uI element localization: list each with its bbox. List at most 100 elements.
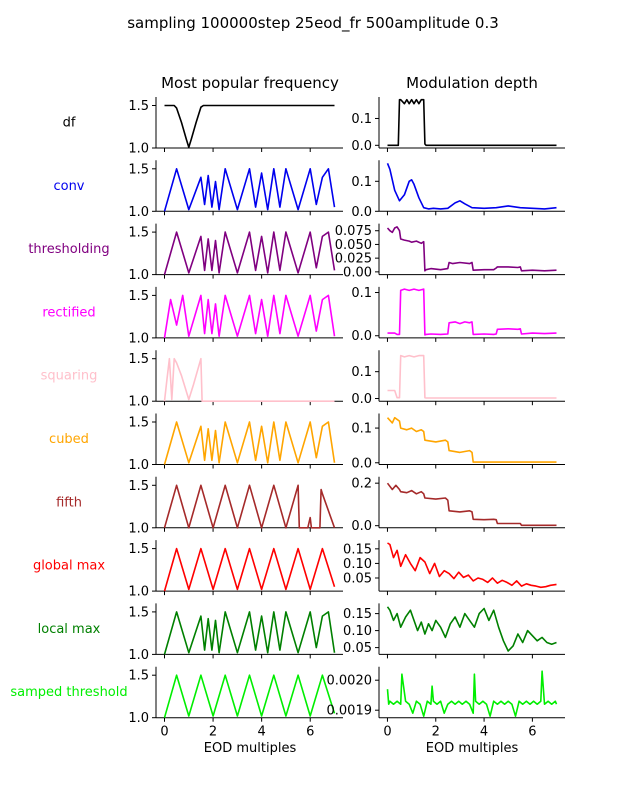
left-series-line [163, 231, 336, 275]
right-x-tick-label: 6 [528, 725, 536, 740]
right-series-line [387, 98, 557, 147]
left-panel: 1.0 1.5 [128, 350, 343, 410]
left-y-tick-label: 1.0 [128, 205, 149, 220]
left-y-tick-label: 1.0 [128, 142, 149, 157]
right-panel: 0.0 0.1 [351, 160, 565, 220]
left-y-tick-label: 1.5 [128, 416, 149, 431]
row-label: fifth [56, 495, 82, 510]
left-x-tick-label: 6 [306, 725, 314, 740]
figure-suptitle: sampling 100000step 25eod_fr 500amplitud… [127, 14, 499, 33]
right-x-axis-label: EOD multiples [426, 741, 519, 756]
left-series-line [163, 421, 336, 465]
left-panel: 1.0 1.5 [128, 286, 343, 346]
row-label: local max [38, 622, 101, 637]
left-x-tick-label: 0 [160, 725, 168, 740]
row-label: global max [33, 559, 105, 574]
left-panel: 1.0 1.5 [128, 223, 343, 283]
left-panel: 1.0 1.5 [128, 540, 343, 600]
right-y-tick-label: 0.075 [335, 224, 372, 239]
right-series-line [387, 288, 557, 336]
left-y-tick-label: 1.0 [128, 395, 149, 410]
right-x-tick-label: 0 [383, 725, 391, 740]
right-y-tick-label: 0.025 [335, 252, 372, 267]
left-series-line [163, 547, 336, 592]
left-y-tick-label: 1.0 [128, 458, 149, 473]
left-x-tick-label: 4 [258, 725, 266, 740]
right-y-tick-label: 0.0 [351, 205, 372, 220]
right-y-tick-label: 0.10 [343, 624, 372, 639]
right-panel: 0.0 0.2 [351, 477, 565, 534]
right-y-tick-label: 0.15 [343, 607, 372, 622]
row-label: samped threshold [10, 685, 127, 700]
row-label: thresholding [28, 242, 109, 257]
row-label: cubed [49, 432, 89, 447]
right-y-tick-label: 0.0019 [327, 704, 373, 719]
right-y-tick-label: 0.05 [343, 571, 372, 586]
row-label: conv [53, 179, 84, 194]
right-y-tick-label: 0.0 [351, 456, 372, 471]
right-series-line [386, 670, 558, 718]
left-series-line [163, 611, 336, 655]
left-y-tick-label: 1.5 [128, 669, 149, 684]
right-panel: 0.0 0.1 [351, 350, 565, 407]
right-panel: 0.0 0.1 [351, 413, 565, 471]
left-x-tick-label: 2 [209, 725, 217, 740]
right-y-tick-label: 0.050 [335, 238, 372, 253]
right-y-tick-label: 0.1 [351, 175, 372, 190]
left-y-tick-label: 1.0 [128, 268, 149, 283]
row-label: rectified [42, 305, 95, 320]
left-x-axis-label: EOD multiples [204, 741, 297, 756]
right-series-line [386, 482, 557, 527]
left-y-tick-label: 1.5 [128, 99, 149, 114]
right-panel: 0.050.100.15 [343, 540, 565, 596]
right-x-tick-label: 4 [480, 725, 488, 740]
left-series-line [163, 357, 335, 403]
right-panel: 0.0 0.1 [351, 97, 565, 154]
left-y-tick-label: 1.0 [128, 711, 149, 726]
left-y-tick-label: 1.5 [128, 542, 149, 557]
left-y-tick-label: 1.0 [128, 585, 149, 600]
right-y-tick-label: 0.0 [351, 139, 372, 154]
right-y-tick-label: 0.1 [351, 365, 372, 380]
right-y-tick-label: 0.1 [351, 422, 372, 437]
left-panel: 1.0 1.5 [128, 413, 343, 473]
row-label: df [63, 116, 76, 131]
left-y-tick-label: 1.5 [128, 352, 149, 367]
right-y-tick-label: 0.2 [351, 477, 372, 492]
left-y-tick-label: 1.0 [128, 648, 149, 663]
right-y-tick-label: 0.05 [343, 641, 372, 656]
right-series-line [386, 226, 557, 272]
right-series-line [387, 542, 557, 589]
left-column-title: Most popular frequency [161, 74, 339, 92]
right-panel: 0.05 0.10 0.15 [343, 603, 565, 659]
left-y-tick-label: 1.5 [128, 605, 149, 620]
right-column-title: Modulation depth [406, 74, 538, 92]
right-y-tick-label: 0.15 [343, 542, 372, 557]
right-series-line [386, 606, 557, 652]
right-y-tick-label: 0.0 [351, 329, 372, 344]
row-label: squaring [41, 369, 98, 384]
right-y-tick-label: 0.1 [351, 112, 372, 127]
left-series-line [163, 168, 336, 212]
right-series-line [387, 354, 557, 399]
left-panel: 1.0 1.5 [128, 603, 343, 663]
left-series-line [163, 674, 336, 718]
left-y-tick-label: 1.5 [128, 226, 149, 241]
left-panel: 1.0 1.5 0 2 4 6 [128, 666, 343, 740]
right-y-tick-label: 0.0020 [327, 674, 373, 689]
right-x-tick-label: 2 [432, 725, 440, 740]
left-series-line [163, 484, 336, 529]
right-series-line [386, 163, 557, 210]
left-y-tick-label: 1.5 [128, 162, 149, 177]
left-y-tick-label: 1.5 [128, 479, 149, 494]
subplot-grid: df 1.0 1.5 0.0 0.1 conv 1.0 1.5 0.0 0.1 thresholdi… [10, 97, 565, 740]
right-panel: 0.0019 0.0020 0 2 4 6 [327, 666, 565, 740]
left-y-tick-label: 1.5 [128, 289, 149, 304]
right-panel: 0.0 0.1 [351, 286, 565, 344]
right-y-tick-label: 0.00 [343, 265, 372, 280]
left-panel: 1.0 1.5 [128, 160, 343, 220]
left-series-line [163, 294, 336, 339]
